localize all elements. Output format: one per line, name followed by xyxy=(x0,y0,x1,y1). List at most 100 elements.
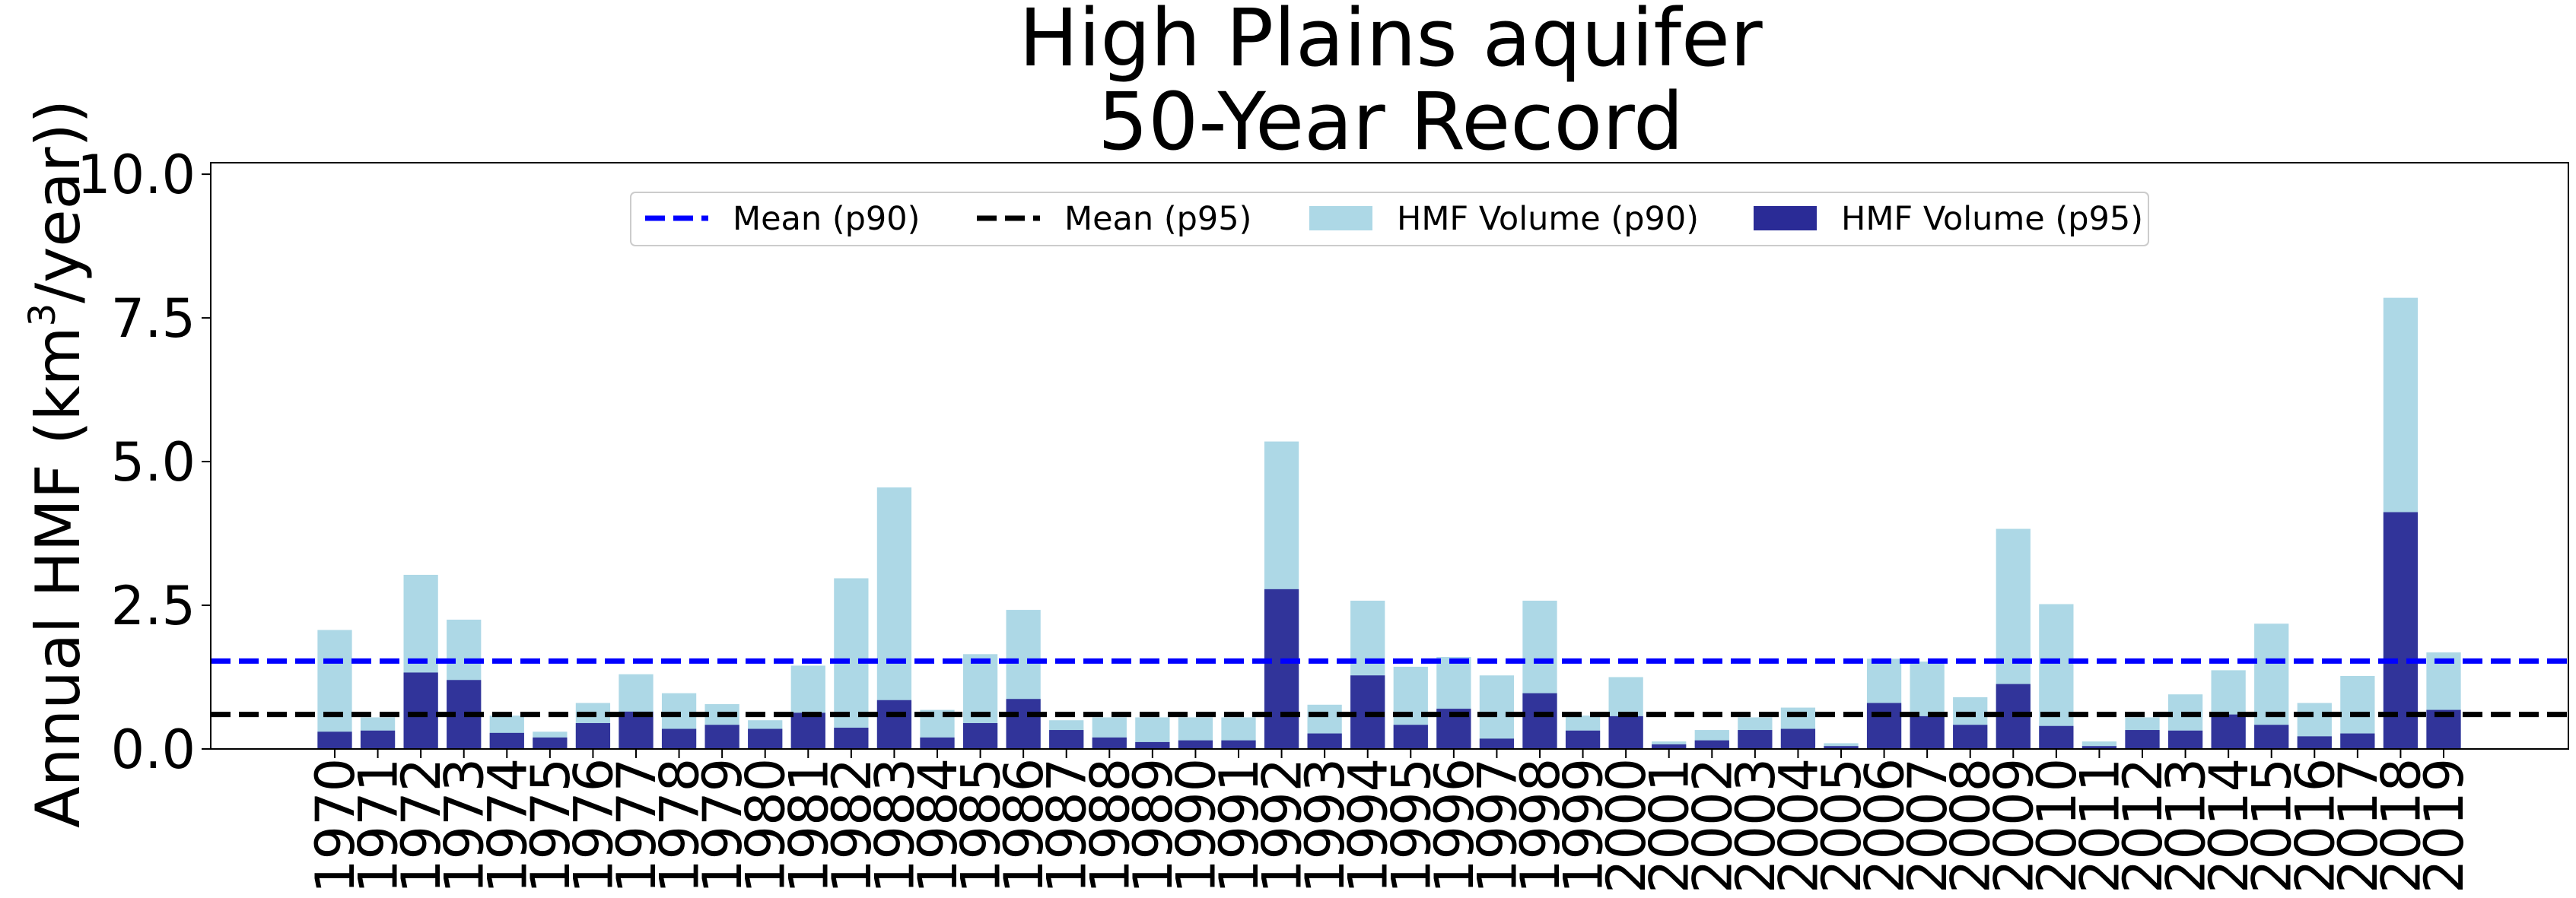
bar-hmf-volume-p95-1989 xyxy=(1135,741,1170,749)
bar-hmf-volume-p95-2015 xyxy=(2254,725,2289,749)
bar-hmf-volume-p95-2012 xyxy=(2125,730,2160,749)
bar-hmf-volume-p95-1993 xyxy=(1307,733,1342,749)
bar-hmf-volume-p95-1984 xyxy=(920,737,955,749)
legend-swatch-hmf-volume-p95 xyxy=(1754,206,1817,230)
x-tick-label: 1995 xyxy=(1380,758,1442,893)
bar-hmf-volume-p95-1980 xyxy=(748,728,783,749)
bar-hmf-volume-p95-1974 xyxy=(489,732,524,749)
x-tick-label: 2007 xyxy=(1897,758,1959,893)
bar-hmf-volume-p95-2010 xyxy=(2039,725,2074,749)
x-tick-label: 1979 xyxy=(692,758,754,893)
x-tick-label: 2010 xyxy=(2026,758,2088,893)
chart-title-line-2: 50-Year Record xyxy=(1098,75,1684,168)
x-tick-label: 1996 xyxy=(1423,758,1486,893)
y-axis-label-superscript: 3 xyxy=(21,303,64,327)
bar-hmf-volume-p95-2016 xyxy=(2297,736,2332,749)
x-tick-label: 1975 xyxy=(520,758,582,893)
x-tick-label: 1970 xyxy=(304,758,367,893)
bar-hmf-volume-p95-1992 xyxy=(1264,589,1299,749)
y-tick-label: 0.0 xyxy=(111,719,196,781)
x-tick-label: 2002 xyxy=(1681,758,1744,893)
bar-hmf-volume-p95-1983 xyxy=(876,700,912,749)
x-tick-label: 1984 xyxy=(907,758,969,893)
bar-hmf-volume-p95-1982 xyxy=(834,728,869,749)
x-tick-label: 1999 xyxy=(1553,758,1615,893)
x-tick-label: 1994 xyxy=(1337,758,1400,893)
x-tick-label: 1980 xyxy=(735,758,797,893)
x-tick-label: 1971 xyxy=(348,758,410,893)
x-tick-label: 2013 xyxy=(2155,758,2218,893)
bar-hmf-volume-p95-1986 xyxy=(1006,699,1041,749)
bar-hmf-volume-p95-1990 xyxy=(1178,740,1213,749)
x-tick-label: 1973 xyxy=(434,758,496,893)
x-tick-label: 2000 xyxy=(1595,758,1658,893)
y-tick-label: 7.5 xyxy=(111,287,196,350)
x-tick-label: 2008 xyxy=(1940,758,2002,893)
x-tick-label: 1990 xyxy=(1165,758,1227,893)
y-axis-label-suffix: /year)) xyxy=(23,100,94,303)
x-tick-label: 2016 xyxy=(2284,758,2346,893)
bar-hmf-volume-p95-1979 xyxy=(704,725,739,749)
legend-box xyxy=(630,192,2149,246)
x-tick-label: 1988 xyxy=(1079,758,1141,893)
x-tick-label: 1987 xyxy=(1036,758,1099,893)
bar-hmf-volume-p95-1972 xyxy=(403,672,438,749)
bar-hmf-volume-p95-1975 xyxy=(533,737,568,749)
bar-hmf-volume-p95-2004 xyxy=(1780,728,1816,749)
bar-hmf-volume-p95-2003 xyxy=(1738,730,1773,749)
bar-hmf-volume-p95-1977 xyxy=(619,711,654,749)
bar-hmf-volume-p95-1998 xyxy=(1522,693,1557,749)
bar-hmf-volume-p95-2005 xyxy=(1824,746,1859,749)
plot-frame xyxy=(210,162,2569,750)
chart-title-line-1: High Plains aquifer xyxy=(1019,0,1763,84)
legend-swatch-hmf-volume-p90 xyxy=(1309,206,1372,230)
x-tick-label: 2001 xyxy=(1639,758,1701,893)
bar-hmf-volume-p95-2000 xyxy=(1608,716,1643,749)
x-tick-label: 2003 xyxy=(1725,758,1787,893)
x-tick-label: 1983 xyxy=(863,758,926,893)
legend-label-mean-p95: Mean (p95) xyxy=(1064,200,1251,238)
x-tick-label: 1986 xyxy=(993,758,1055,893)
bar-hmf-volume-p95-1971 xyxy=(360,730,396,749)
legend-label-hmf-volume-p95: HMF Volume (p95) xyxy=(1841,200,2143,238)
x-tick-label: 1982 xyxy=(821,758,883,893)
y-axis-label-prefix: Annual HMF (km xyxy=(23,326,94,828)
x-tick-label: 1972 xyxy=(390,758,453,893)
x-tick-label: 1981 xyxy=(778,758,840,893)
x-tick-label: 1992 xyxy=(1251,758,1314,893)
x-tick-label: 1993 xyxy=(1294,758,1356,893)
bar-hmf-volume-p95-1995 xyxy=(1393,725,1428,749)
x-tick-label: 1976 xyxy=(562,758,625,893)
bar-hmf-volume-p95-1976 xyxy=(575,722,611,749)
y-tick-label: 2.5 xyxy=(111,575,196,637)
bar-hmf-volume-p95-1985 xyxy=(962,722,998,749)
x-tick-label: 2006 xyxy=(1854,758,1916,893)
bar-hmf-volume-p90-2011 xyxy=(2081,741,2117,749)
bar-hmf-volume-p95-1988 xyxy=(1092,737,1127,749)
bar-hmf-volume-p90-1970 xyxy=(317,630,352,749)
x-tick-label: 2017 xyxy=(2327,758,2390,893)
y-tick-label: 5.0 xyxy=(111,431,196,493)
bar-hmf-volume-p95-2002 xyxy=(1694,740,1729,749)
x-tick-label: 2015 xyxy=(2241,758,2304,893)
x-tick-label: 2004 xyxy=(1767,758,1830,893)
bar-hmf-volume-p95-2013 xyxy=(2167,730,2203,749)
x-tick-label: 2009 xyxy=(1983,758,2045,893)
plot-area: 0.0 2.5 5.0 7.5 10.0 197019711972197319741975… xyxy=(77,144,2569,893)
x-tick-label: 1974 xyxy=(476,758,539,893)
bar-hmf-volume-p95-2014 xyxy=(2211,714,2246,749)
x-tick-label: 1978 xyxy=(649,758,711,893)
y-tick-label: 10.0 xyxy=(77,144,196,206)
bar-hmf-volume-p95-1970 xyxy=(317,731,352,749)
bar-hmf-volume-p95-1999 xyxy=(1565,730,1601,749)
bar-hmf-volume-p95-1978 xyxy=(661,728,697,749)
bar-hmf-volume-p95-1997 xyxy=(1479,738,1515,749)
x-tick-label: 2018 xyxy=(2370,758,2432,893)
legend-label-mean-p90: Mean (p90) xyxy=(733,200,920,238)
bar-hmf-volume-p95-1991 xyxy=(1221,740,1256,749)
x-tick-label: 2014 xyxy=(2198,758,2260,893)
bar-hmf-volume-p95-1987 xyxy=(1049,730,1084,749)
x-tick-label: 1985 xyxy=(950,758,1013,893)
bar-hmf-volume-p95-2001 xyxy=(1652,744,1687,749)
